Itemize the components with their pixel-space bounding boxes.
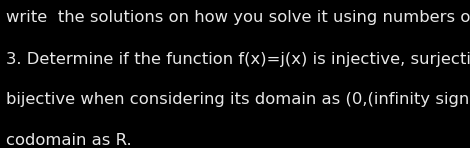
- Text: codomain as R.: codomain as R.: [6, 133, 131, 148]
- Text: 3. Determine if the function f(x)=j(x) is injective, surjective, or: 3. Determine if the function f(x)=j(x) i…: [6, 52, 470, 67]
- Text: write  the solutions on how you solve it using numbers only.: write the solutions on how you solve it …: [6, 10, 470, 25]
- Text: bijective when considering its domain as (0,(infinity sign) and: bijective when considering its domain as…: [6, 92, 470, 107]
